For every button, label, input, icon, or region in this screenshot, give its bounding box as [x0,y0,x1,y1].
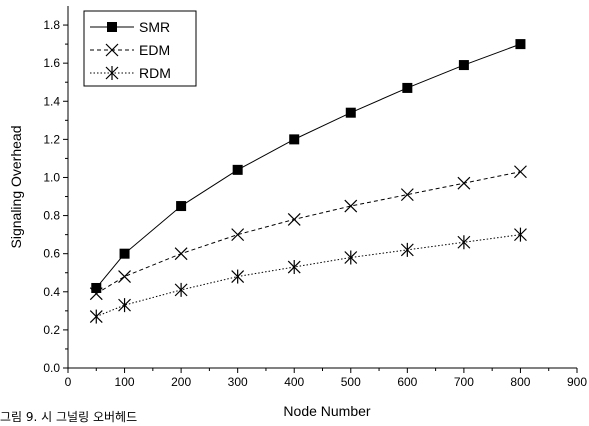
legend-entry-rdm: RDM [90,65,171,81]
data-point-rdm [231,269,245,284]
data-point-rdm [457,235,471,250]
y-tick-label: 0.2 [43,323,60,337]
y-axis-ticks: 0.0 0.2 0.4 0.6 0.8 1.0 1.2 1.4 1.6 1.8 [43,18,68,375]
data-point-rdm [400,242,414,257]
y-tick-label: 1.2 [43,132,60,146]
y-tick-label: 0.4 [43,285,60,299]
legend-label-smr: SMR [139,19,170,35]
x-tick-label: 0 [65,375,72,389]
data-point-smr [289,134,300,145]
x-tick-label: 700 [454,375,474,389]
legend-box [83,10,197,87]
y-tick-label: 1.0 [43,170,60,184]
x-tick-label: 200 [171,375,191,389]
data-point-edm [287,212,301,226]
y-axis-title: Signaling Overhead [8,126,24,249]
legend-marker-edm [105,43,119,57]
series-line-rdm [96,234,521,318]
series-layer [89,39,527,324]
y-tick-label: 1.4 [43,94,60,108]
x-tick-label: 100 [115,375,135,389]
series-line-edm [96,171,521,295]
data-point-edm [400,188,414,202]
x-tick-label: 900 [567,375,587,389]
data-point-edm [457,176,471,190]
y-tick-label: 0.8 [43,209,60,223]
data-point-rdm [174,282,188,297]
data-point-rdm [287,260,301,275]
series-edm [89,165,527,301]
y-tick-label: 1.6 [43,56,60,70]
data-point-smr [176,201,187,212]
data-point-rdm [118,298,131,313]
data-point-edm [118,270,131,283]
x-tick-label: 600 [397,375,417,389]
legend: SMR EDM RDM [83,10,197,87]
data-point-edm [344,199,358,213]
data-point-smr [119,248,130,259]
data-point-smr [402,82,413,93]
y-tick-label: 1.8 [43,18,60,32]
y-tick-label: 0.6 [43,247,60,261]
x-axis-ticks: 0 100 200 300 400 500 600 700 800 900 [65,368,587,389]
x-axis-title: Node Number [283,403,370,419]
legend-entry-edm: EDM [90,42,170,58]
data-point-edm [514,165,527,179]
data-point-rdm [344,250,358,265]
legend-label-edm: EDM [139,42,170,58]
legend-label-rdm: RDM [139,65,171,81]
data-point-edm [174,247,188,261]
y-tick-label: 0.0 [43,361,60,375]
data-point-smr [232,164,243,175]
x-tick-label: 800 [510,375,530,389]
data-point-edm [89,287,103,301]
data-point-smr [458,60,469,71]
legend-marker-smr [107,22,117,32]
data-point-smr [515,39,526,50]
series-smr [91,39,526,293]
x-tick-label: 300 [228,375,248,389]
x-tick-label: 500 [341,375,361,389]
figure-caption: 그림 9. 시 그널링 오버헤드 [0,410,138,424]
data-point-rdm [89,309,103,324]
data-point-smr [345,107,356,118]
data-point-edm [231,228,245,242]
legend-entry-smr: SMR [90,19,170,35]
series-rdm [89,227,527,324]
legend-marker-rdm [105,66,119,80]
data-point-rdm [514,227,527,242]
x-tick-label: 400 [284,375,304,389]
data-point-smr [91,282,102,293]
